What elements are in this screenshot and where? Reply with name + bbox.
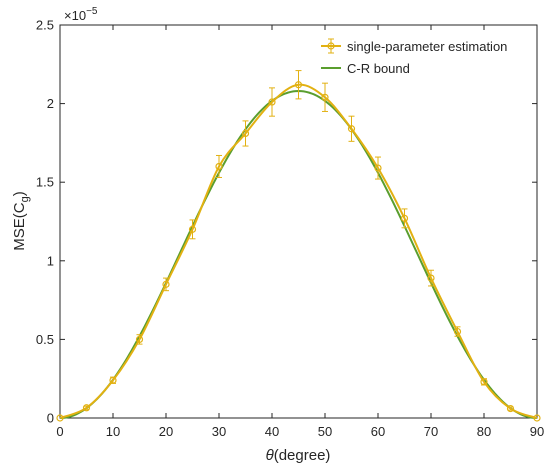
data-point bbox=[453, 327, 462, 336]
data-point bbox=[135, 335, 144, 343]
x-tick-label: 80 bbox=[477, 424, 491, 439]
data-point bbox=[400, 214, 409, 222]
data-point bbox=[215, 162, 223, 171]
data-point bbox=[506, 404, 515, 413]
x-tick-label: 0 bbox=[56, 424, 63, 439]
x-tick-label: 70 bbox=[424, 424, 438, 439]
data-point bbox=[268, 98, 276, 106]
x-axis-title: θ(degree) bbox=[266, 447, 331, 464]
y-tick-label: 1.5 bbox=[36, 175, 54, 190]
legend-estimation-label: single-parameter estimation bbox=[347, 39, 507, 54]
data-point bbox=[347, 125, 356, 133]
data-point bbox=[374, 164, 382, 172]
legend-bound-label: C-R bound bbox=[347, 61, 410, 76]
y-axis-title: MSE(Cg) bbox=[11, 191, 31, 250]
y-exponent-label: ×10−5 bbox=[64, 6, 98, 23]
data-point bbox=[427, 274, 435, 282]
legend-estimation-marker bbox=[327, 42, 335, 50]
y-tick-label: 1 bbox=[47, 253, 54, 268]
data-point bbox=[82, 404, 91, 412]
data-point bbox=[162, 280, 170, 288]
data-point bbox=[480, 378, 488, 386]
axis-ticks: 0 10 20 30 40 50 60 70 80 90 0 0.5 1 1.5 2 2.5 bbox=[36, 18, 544, 440]
data-point bbox=[533, 414, 541, 422]
data-point bbox=[321, 93, 329, 101]
y-tick-label: 2.5 bbox=[36, 18, 54, 33]
data-point bbox=[294, 81, 303, 89]
data-point bbox=[56, 414, 64, 422]
data-point bbox=[109, 376, 117, 384]
x-tick-label: 30 bbox=[212, 424, 226, 439]
y-tick-label: 0.5 bbox=[36, 332, 54, 347]
x-tick-label: 50 bbox=[318, 424, 332, 439]
x-tick-label: 40 bbox=[265, 424, 279, 439]
x-tick-label: 20 bbox=[159, 424, 173, 439]
y-tick-label: 2 bbox=[47, 96, 54, 111]
estimation-series bbox=[56, 70, 541, 422]
x-tick-label: 90 bbox=[530, 424, 544, 439]
x-tick-label: 10 bbox=[106, 424, 120, 439]
data-point bbox=[241, 129, 250, 138]
y-tick-label: 0 bbox=[47, 411, 54, 426]
data-point bbox=[188, 225, 197, 233]
x-tick-label: 60 bbox=[371, 424, 385, 439]
legend: single-parameter estimation C-R bound bbox=[321, 38, 507, 76]
